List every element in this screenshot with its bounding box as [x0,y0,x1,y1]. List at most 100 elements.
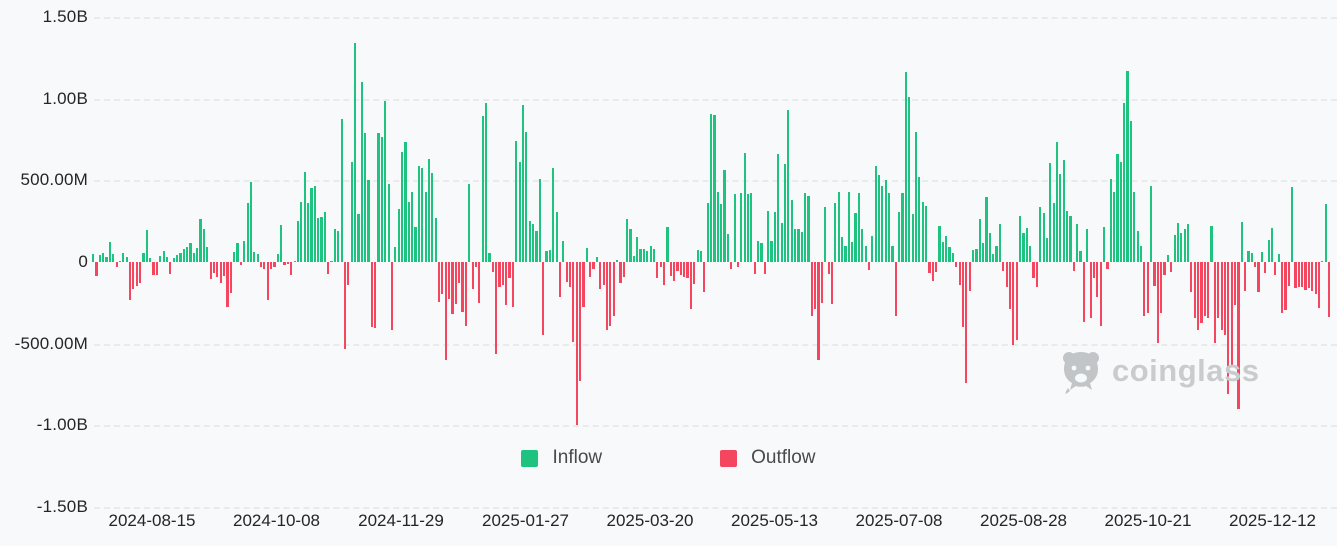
inflow-bar [1277,253,1280,262]
inflow-bar [340,118,343,262]
outflow-bar [568,262,572,288]
inflow-bar [629,229,632,262]
legend-item-outflow[interactable]: Outflow [720,447,816,469]
outflow-bar [347,262,350,285]
inflow-bar [427,159,431,262]
outflow-bar [1096,262,1099,297]
y-tick-label: 0 [78,252,88,271]
inflow-bar [1079,250,1082,262]
outflow-bar [817,262,820,361]
inflow-bar [995,246,998,262]
inflow-bar [1173,235,1176,262]
outflow-bar [1264,262,1267,274]
inflow-bar [145,229,148,262]
inflow-bar [982,243,985,262]
inflow-bar [834,203,837,262]
inflow-bar [404,141,407,262]
inflow-bar [243,240,246,262]
inflow-bar [948,247,951,262]
inflow-bar [112,253,115,262]
inflow-bar [1133,191,1136,262]
inflow-bar [189,242,192,262]
outflow-bar [1163,262,1166,276]
outflow-bar [1207,262,1210,318]
outflow-bar [894,262,897,316]
inflow-bar [310,188,313,262]
outflow-bar [1328,262,1331,318]
inflow-bar [142,253,145,262]
inflow-bar [992,253,995,262]
outflow-bar [763,262,766,275]
inflow-bar [800,231,803,262]
x-tick-label: 2024-11-29 [358,511,444,530]
outflow-bar [968,262,971,291]
outflow-bar [827,262,830,275]
inflow-bar [1247,251,1250,262]
outflow-bar [290,262,293,276]
inflow-bar [303,172,306,262]
inflow-bar [401,151,404,262]
inflow-bar [1321,260,1324,262]
outflow-bar [1160,262,1163,313]
y-tick-label: 1.50B [42,6,88,26]
outflow-bar [1294,262,1297,289]
inflow-bar [710,114,713,262]
outflow-bar [327,262,330,274]
inflow-bar [595,257,598,262]
outflow-bar [622,262,625,277]
inflow-bar [914,131,918,262]
inflow-bar [149,258,152,262]
legend-label: Outflow [751,447,816,468]
inflow-bar [851,242,854,262]
x-tick-label: 2024-08-15 [108,511,196,530]
inflow-bar [411,191,414,262]
inflow-bar [770,240,773,262]
inflow-bar [364,132,367,262]
inflow-bar [1291,187,1294,262]
legend-item-inflow[interactable]: Inflow [521,447,602,469]
inflow-bar [1324,204,1327,262]
inflow-bar [276,253,279,262]
inflow-bar [1029,245,1032,262]
outflow-bar [444,262,447,361]
outflow-bar [1317,262,1321,308]
inflow-bar [1240,222,1243,262]
x-tick-label: 2025-03-20 [606,511,694,530]
inflow-bar [585,248,588,262]
outflow-bar [609,262,612,326]
inflow-bar [861,229,864,262]
outflow-bar [673,262,676,281]
gridline [94,98,1337,101]
inflow-bar [854,212,857,262]
inflow-bar [535,230,538,262]
inflow-bar [713,114,716,262]
legend: Inflow Outflow [0,447,1337,469]
inflow-bar [1025,227,1028,262]
inflow-bar [538,178,541,262]
inflow-bar [1113,191,1116,262]
inflow-bar [1069,216,1072,262]
inflow-bar [804,193,807,262]
outflow-bar [961,262,965,328]
inflow-bar [1250,253,1253,262]
outflow-bar [1156,262,1159,344]
legend-label: Inflow [552,447,603,468]
inflow-bar [280,224,283,262]
inflow-bar [740,193,743,262]
inflow-bar [421,168,424,262]
outflow-bar [928,262,931,274]
outflow-bar [1237,262,1240,410]
outflow-bar [283,262,286,265]
inflow-bar [760,243,763,262]
inflow-bar [1139,245,1143,262]
inflow-bar [699,250,703,262]
inflow-bar [1119,161,1122,262]
inflow-bar [1136,230,1139,262]
outflow-bar [343,262,347,349]
inflow-bar [165,256,169,262]
inflow-bar [908,96,911,262]
inflow-bar [317,218,320,262]
outflow-bar [226,262,229,307]
outflow-bar [437,262,441,303]
inflow-bar [985,197,988,262]
